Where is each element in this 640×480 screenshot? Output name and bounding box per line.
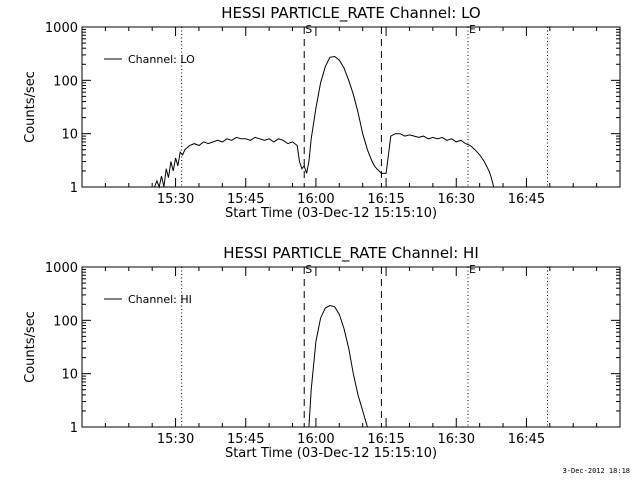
series-line [308, 304, 368, 428]
x-tick-label: 16:00 [297, 432, 334, 447]
x-tick-label: 16:45 [508, 192, 545, 207]
chart-title: HESSI PARTICLE_RATE Channel: LO [221, 4, 480, 23]
x-tick-label: 16:45 [508, 432, 545, 447]
marker-label: E [469, 263, 476, 276]
y-tick-label: 1 [70, 181, 78, 196]
x-tick-label: 15:30 [157, 432, 194, 447]
y-tick-label: 1 [70, 421, 78, 436]
x-tick-label: 15:45 [227, 192, 264, 207]
x-tick-label: 16:15 [367, 192, 404, 207]
y-axis-label: Counts/sec [23, 311, 38, 383]
marker-label: S [305, 263, 312, 276]
marker-label: E [469, 23, 476, 36]
x-tick-label: 16:30 [438, 432, 475, 447]
plot-frame [81, 26, 621, 188]
x-tick-label: 15:45 [227, 432, 264, 447]
chart-title: HESSI PARTICLE_RATE Channel: HI [223, 244, 479, 263]
legend-label: Channel: LO [128, 53, 195, 66]
y-tick-label: 10 [61, 128, 78, 143]
series-line [154, 55, 527, 189]
y-tick-label: 100 [53, 314, 78, 329]
legend-label: Channel: HI [128, 293, 192, 306]
x-tick-label: 16:15 [367, 432, 404, 447]
x-tick-label: 16:00 [297, 192, 334, 207]
panel-lo: HESSI PARTICLE_RATE Channel: LO 1 10 100 100… [23, 4, 621, 221]
footer-timestamp: 3-Dec-2012 18:18 [563, 467, 630, 475]
x-axis-label: Start Time (03-Dec-12 15:15:10) [225, 446, 437, 461]
y-tick-label: 10 [61, 368, 78, 383]
y-tick-label: 1000 [45, 21, 78, 36]
marker-label: S [305, 23, 312, 36]
x-axis-label: Start Time (03-Dec-12 15:15:10) [225, 206, 437, 221]
x-tick-label: 16:30 [438, 192, 475, 207]
y-tick-label: 100 [53, 74, 78, 89]
panel-hi: HESSI PARTICLE_RATE Channel: HI 1 10 100 100… [23, 244, 621, 461]
y-axis-label: Counts/sec [23, 71, 38, 143]
plot-frame [81, 266, 621, 428]
y-tick-label: 1000 [45, 261, 78, 276]
x-tick-label: 15:30 [157, 192, 194, 207]
